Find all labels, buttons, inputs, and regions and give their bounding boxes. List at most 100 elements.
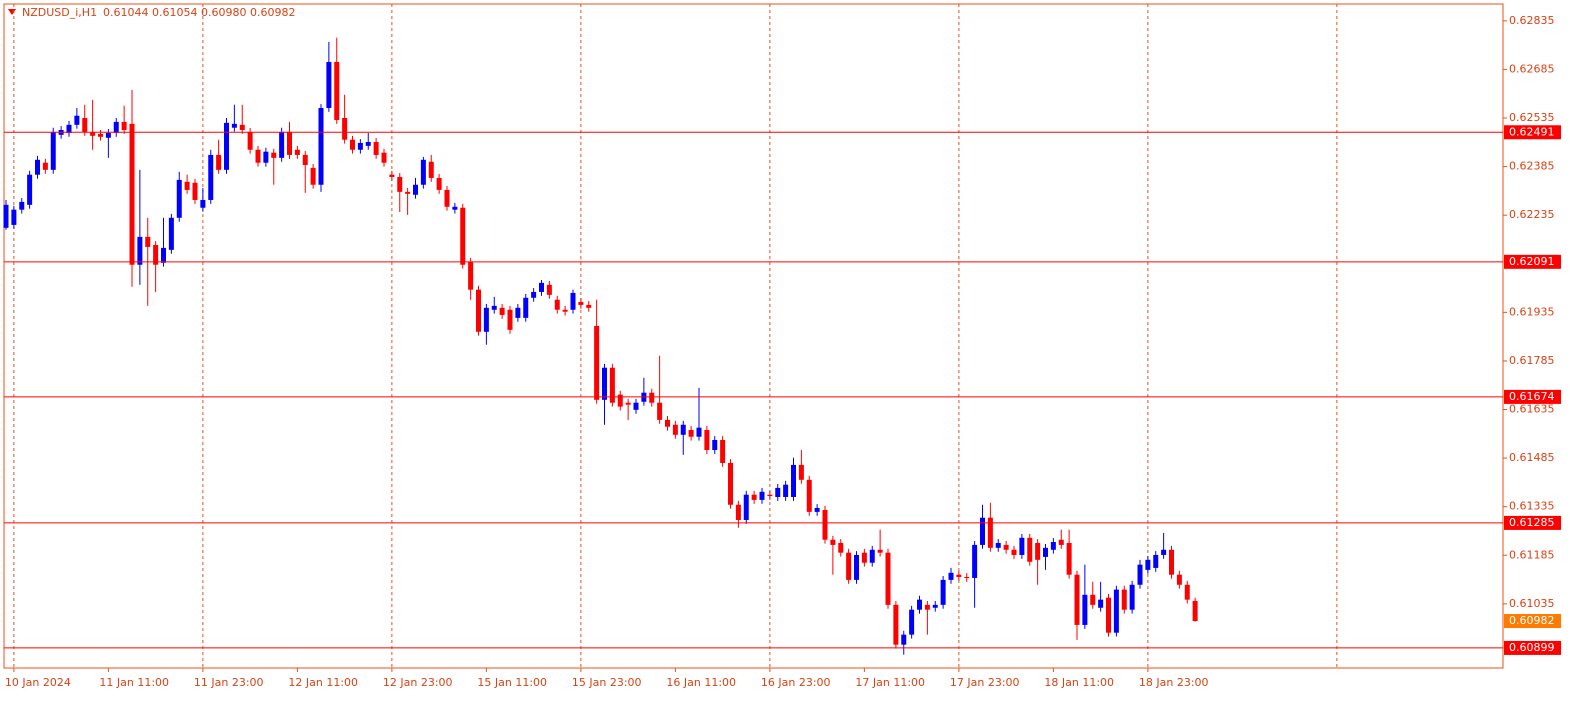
y-tick-label: 0.61785 [1509, 354, 1555, 367]
x-tick-label: 15 Jan 11:00 [477, 676, 547, 689]
candle-body [153, 244, 159, 265]
candle-body [1176, 574, 1182, 585]
candle-body [1027, 537, 1033, 562]
level-label-box [1504, 515, 1561, 530]
y-tick-label: 0.62835 [1509, 14, 1555, 27]
candle-body [420, 159, 426, 185]
candle-body [11, 209, 17, 225]
candle-body [74, 115, 80, 125]
candle-body [1113, 589, 1119, 633]
candle-body [342, 118, 348, 140]
candle-body [861, 552, 867, 563]
candle-body [917, 599, 922, 610]
candle-body [476, 289, 481, 332]
candle-body [964, 576, 970, 578]
candle-body [814, 507, 820, 512]
candle-body [1082, 594, 1088, 625]
candle-body [326, 61, 332, 108]
candle-body [885, 552, 891, 605]
candle-body [350, 139, 355, 150]
x-tick-label: 10 Jan 2024 [5, 676, 71, 689]
candle-body [105, 132, 111, 138]
x-tick-label: 12 Jan 11:00 [288, 676, 358, 689]
candle-body [27, 174, 33, 205]
candle-body [822, 509, 828, 540]
candle-body [759, 491, 765, 500]
candle-body [680, 424, 686, 435]
candle-body [570, 292, 576, 310]
candle-body [413, 184, 418, 195]
level-label: 0.61674 [1509, 390, 1555, 403]
candle-body [1153, 554, 1159, 568]
candle-body [893, 604, 899, 645]
candle-body [980, 517, 985, 545]
candle-body [1169, 549, 1174, 575]
candle-body [137, 236, 143, 265]
x-tick-label: 18 Jan 11:00 [1044, 676, 1114, 689]
candle-body [1074, 574, 1080, 625]
candle-body [940, 579, 946, 605]
x-tick-label: 16 Jan 23:00 [761, 676, 831, 689]
last-price-label: 0.60982 [1509, 614, 1555, 627]
y-tick-label: 0.62685 [1509, 62, 1555, 75]
candle-body [1050, 542, 1056, 550]
candle-body [113, 121, 119, 133]
candle-body [586, 304, 592, 308]
candle-body [35, 159, 40, 175]
candle-body [483, 307, 489, 332]
y-tick-label: 0.61035 [1509, 597, 1555, 610]
candle-body [121, 121, 127, 130]
candle-body [168, 217, 174, 250]
candle-body [499, 307, 505, 315]
candle-body [66, 124, 72, 133]
candle-body [460, 207, 466, 265]
candle-body [704, 429, 710, 451]
level-label: 0.61285 [1509, 516, 1555, 529]
candle-body [145, 236, 151, 247]
candle-body [247, 131, 253, 150]
candle-body [633, 402, 639, 410]
candle-body [161, 247, 166, 263]
candle-body [932, 604, 938, 608]
candle-body [176, 179, 182, 218]
candle-body [19, 201, 25, 210]
candle-body [436, 177, 442, 190]
candle-body [1184, 584, 1190, 600]
candle-body [609, 367, 615, 403]
candle-body [720, 439, 726, 463]
candle-body [294, 149, 300, 155]
candle-body [625, 402, 631, 405]
candle-body [373, 141, 379, 155]
candle-body [428, 161, 434, 178]
candle-body [405, 191, 411, 194]
level-label-box [1504, 254, 1561, 269]
candle-body [578, 301, 584, 305]
candle-body [546, 284, 552, 295]
y-tick-label: 0.62535 [1509, 111, 1555, 124]
candle-body [838, 542, 844, 553]
level-label-box [1504, 125, 1561, 140]
candle-body [594, 325, 600, 400]
candle-body [1043, 547, 1048, 557]
candle-body [767, 494, 773, 497]
candle-body [987, 517, 993, 548]
candle-body [617, 394, 623, 407]
candle-body [50, 131, 56, 170]
candle-body [389, 174, 395, 177]
candle-body [649, 392, 655, 403]
candle-body [192, 182, 198, 200]
candle-body [287, 131, 292, 155]
y-tick-label: 0.62235 [1509, 208, 1555, 221]
candle-body [806, 479, 812, 512]
last-price-box [1504, 614, 1561, 629]
candle-body [798, 464, 804, 480]
candle-body [830, 539, 836, 545]
candle-body [924, 604, 930, 610]
candle-body [263, 151, 269, 163]
x-tick-label: 12 Jan 23:00 [383, 676, 453, 689]
candle-body [562, 309, 568, 312]
candle-body [239, 124, 245, 130]
candle-body [468, 261, 474, 290]
candle-body [1019, 537, 1025, 555]
